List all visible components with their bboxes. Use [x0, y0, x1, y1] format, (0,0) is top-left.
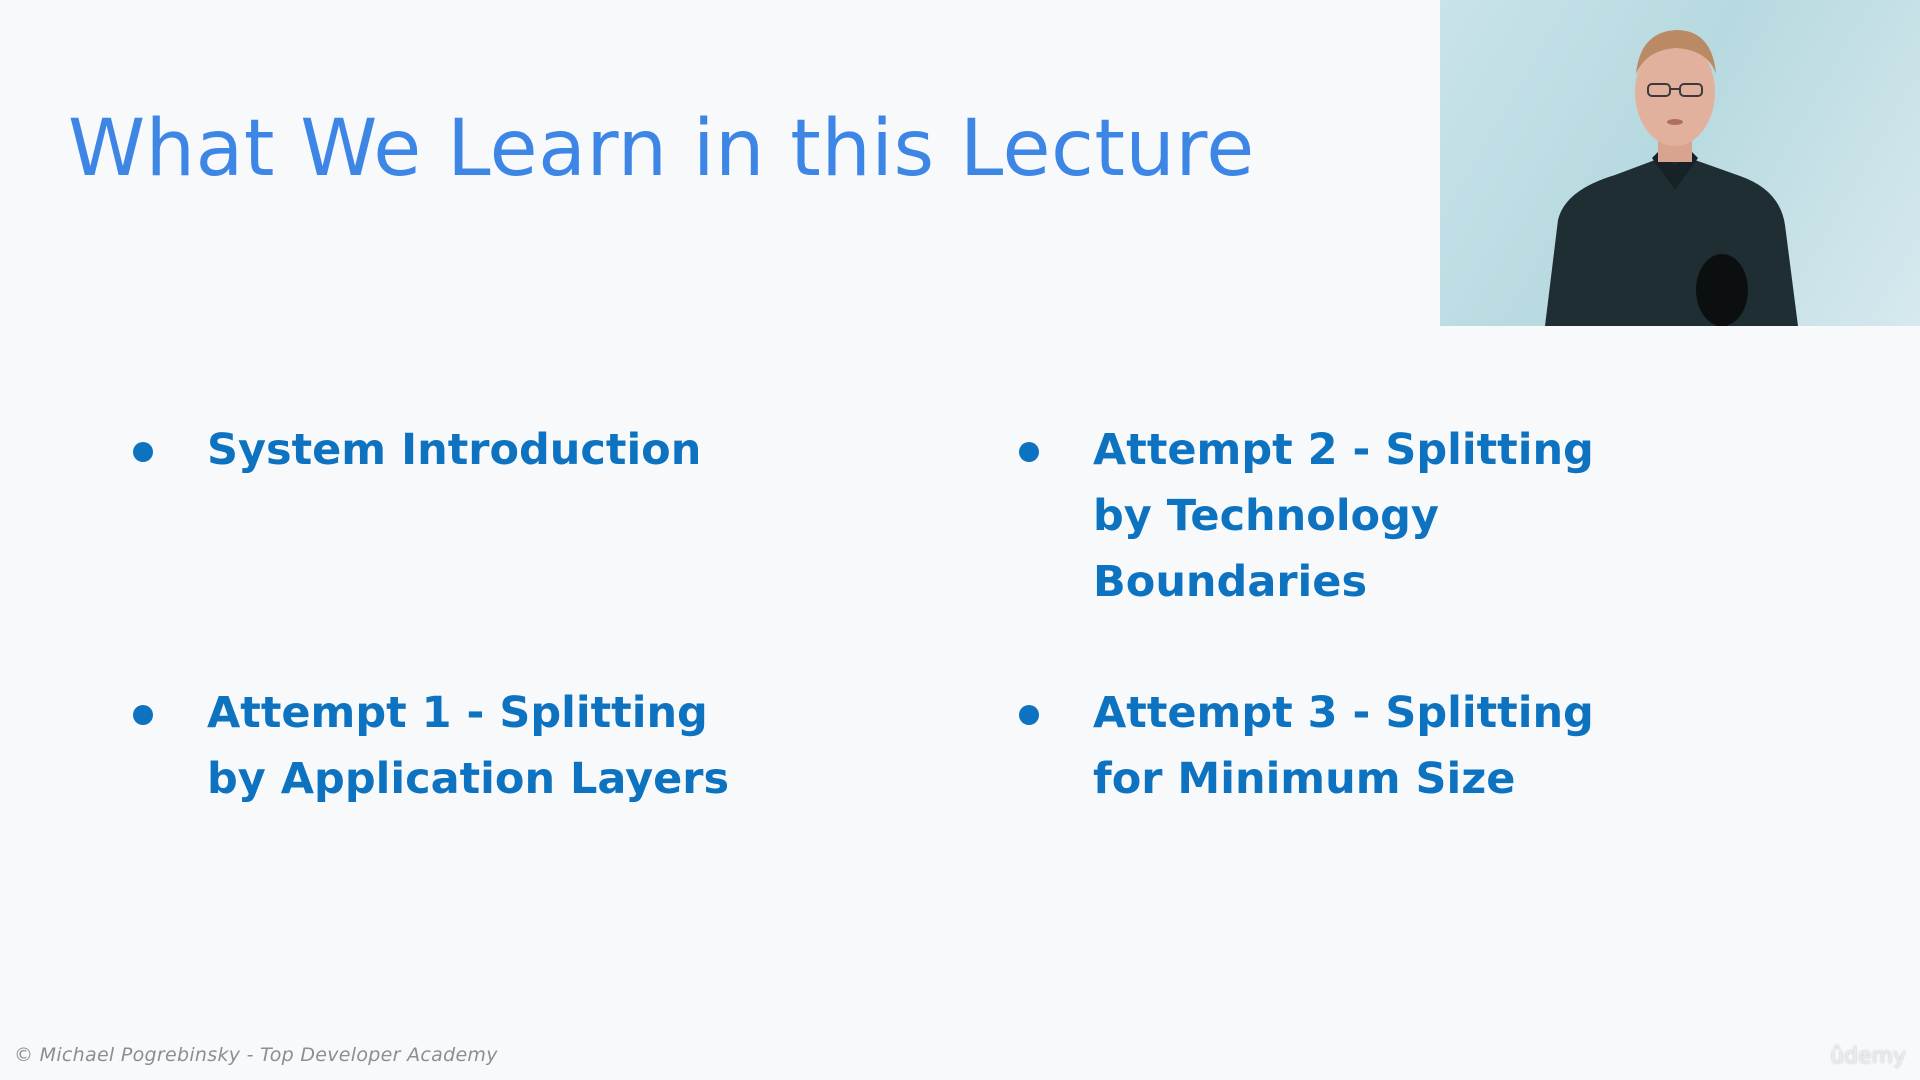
bullet-dot-icon: [1019, 442, 1039, 462]
udemy-watermark: ûdemy: [1830, 1044, 1906, 1069]
bullet-dot-icon: [133, 442, 153, 462]
bullet-text: Attempt 2 - Splitting by Technology Boun…: [1093, 425, 1594, 607]
bullet-item-system-introduction: System Introduction: [133, 417, 773, 483]
presenter-figure: [1545, 30, 1798, 326]
bullet-dot-icon: [133, 705, 153, 725]
bullet-item-attempt-3: Attempt 3 - Splitting for Minimum Size: [1019, 680, 1659, 812]
slide-title: What We Learn in this Lecture: [68, 104, 1255, 194]
bullet-text: Attempt 1 - Splitting by Application Lay…: [207, 688, 730, 804]
bullet-item-attempt-2: Attempt 2 - Splitting by Technology Boun…: [1019, 417, 1659, 615]
presenter-video-thumbnail: [1440, 0, 1920, 326]
bullet-text: System Introduction: [207, 425, 702, 475]
bullet-text: Attempt 3 - Splitting for Minimum Size: [1093, 688, 1594, 804]
bullet-item-attempt-1: Attempt 1 - Splitting by Application Lay…: [133, 680, 773, 812]
copyright-footer: © Michael Pogrebinsky - Top Developer Ac…: [14, 1044, 498, 1066]
bullet-dot-icon: [1019, 705, 1039, 725]
